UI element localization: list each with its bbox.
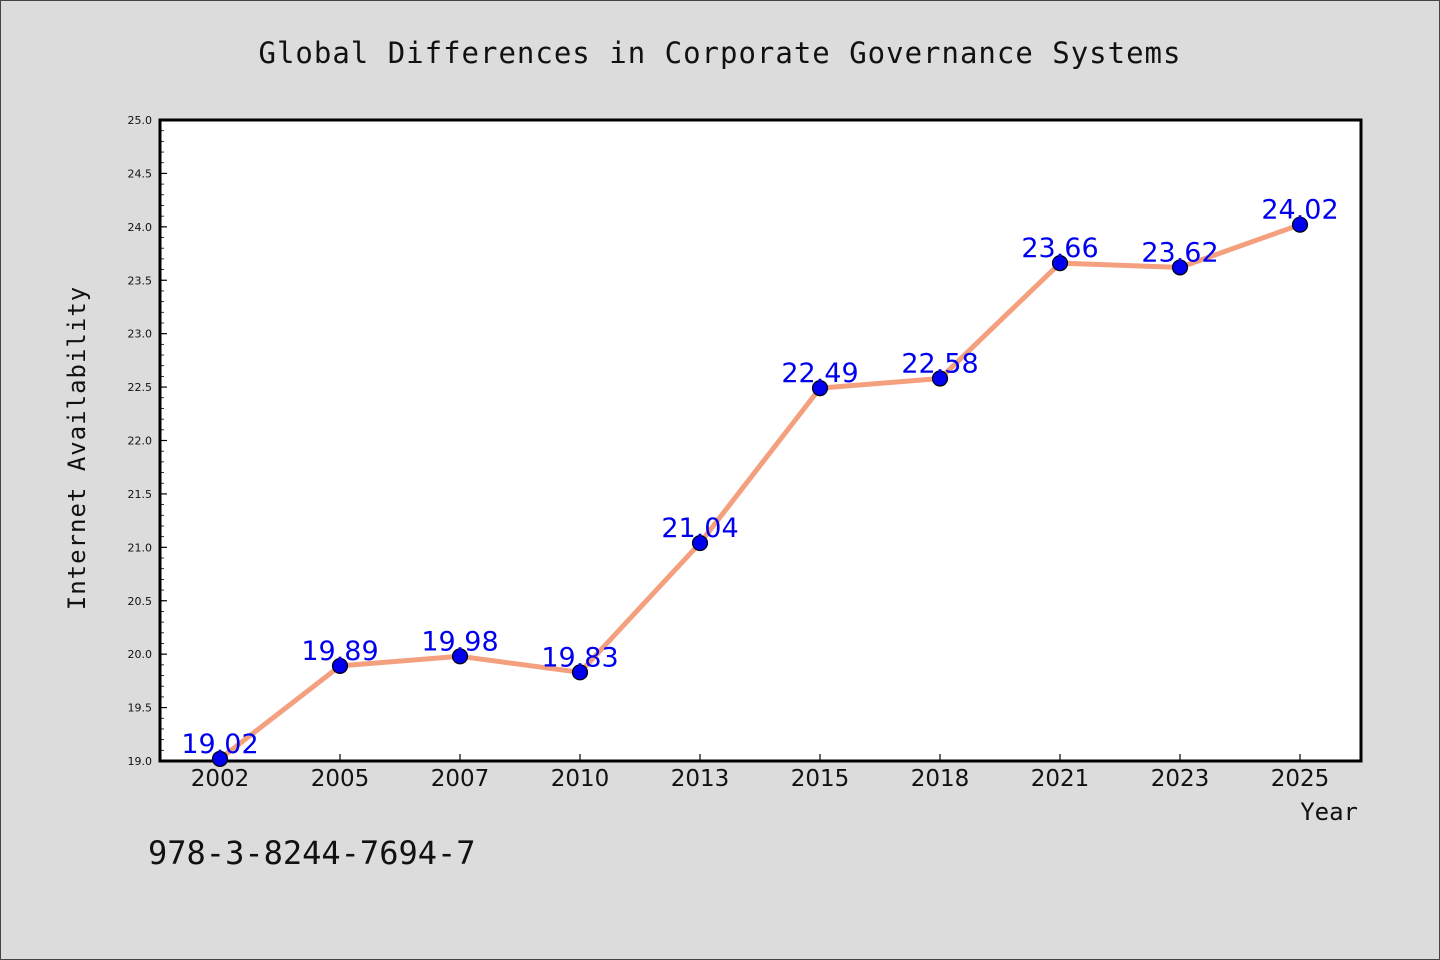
y-axis: 19.0 19.5 20.0 20.5 21.0 21.5 22.0 22.5 23.0 23.5… <box>128 114 167 768</box>
x-tick-label: 2015 <box>791 766 850 792</box>
data-point <box>931 370 949 387</box>
x-axis-label: Year <box>1300 798 1358 826</box>
series-line-group: 19.02 19.89 19.98 19.83 21.04 22.49 22.58 23.66… <box>181 195 1339 767</box>
y-tick-label: 22.5 <box>128 381 153 394</box>
data-point <box>811 380 829 397</box>
data-point <box>331 657 349 675</box>
data-label: 23.66 <box>1021 233 1098 264</box>
data-label: 19.98 <box>421 626 498 657</box>
x-tick-label: 2025 <box>1271 766 1330 792</box>
data-label: 19.83 <box>541 642 618 673</box>
data-point <box>451 648 469 665</box>
data-point <box>1291 216 1309 233</box>
x-tick-label: 2002 <box>191 766 250 792</box>
data-label: 23.62 <box>1141 237 1218 268</box>
y-tick-label: 21.5 <box>128 488 153 501</box>
y-tick-label: 23.0 <box>128 328 153 341</box>
data-point <box>691 534 709 552</box>
y-axis-label: Internet Availability <box>63 286 91 610</box>
y-tick-label: 22.0 <box>128 435 153 448</box>
y-tick-label: 24.0 <box>128 221 153 234</box>
data-point <box>571 664 589 681</box>
x-tick-label: 2005 <box>311 766 370 792</box>
data-label: 22.49 <box>781 358 858 389</box>
y-tick-label: 19.0 <box>128 755 153 768</box>
series-line <box>218 222 1301 761</box>
y-tick-label: 23.5 <box>128 274 153 287</box>
x-tick-label: 2021 <box>1031 766 1090 792</box>
data-point <box>1171 259 1189 276</box>
y-tick-label: 25.0 <box>128 114 153 127</box>
x-tick-label: 2023 <box>1151 766 1210 792</box>
y-tick-label: 20.5 <box>128 595 153 608</box>
x-tick-label: 2010 <box>551 766 610 792</box>
x-tick-label: 2013 <box>671 766 730 792</box>
isbn-annotation: 978-3-8244-7694-7 <box>148 834 476 872</box>
y-tick-label: 20.0 <box>128 648 153 661</box>
x-axis: 2002 2005 2007 2010 2013 2015 2018 2021 2023 2025 <box>191 754 1330 792</box>
data-label: 19.02 <box>181 729 258 760</box>
y-tick-label: 24.5 <box>128 167 153 180</box>
plot-area <box>158 118 1363 763</box>
x-tick-label: 2007 <box>431 766 490 792</box>
data-label: 19.89 <box>301 636 378 667</box>
data-label: 24.02 <box>1261 195 1338 226</box>
data-point <box>1051 255 1069 272</box>
data-point <box>211 750 229 767</box>
data-label: 21.04 <box>661 513 738 544</box>
chart-title: Global Differences in Corporate Governan… <box>259 36 1182 70</box>
x-tick-label: 2018 <box>911 766 970 792</box>
data-label: 22.58 <box>901 349 978 380</box>
y-tick-label: 21.0 <box>128 541 153 554</box>
y-tick-label: 19.5 <box>128 702 153 715</box>
